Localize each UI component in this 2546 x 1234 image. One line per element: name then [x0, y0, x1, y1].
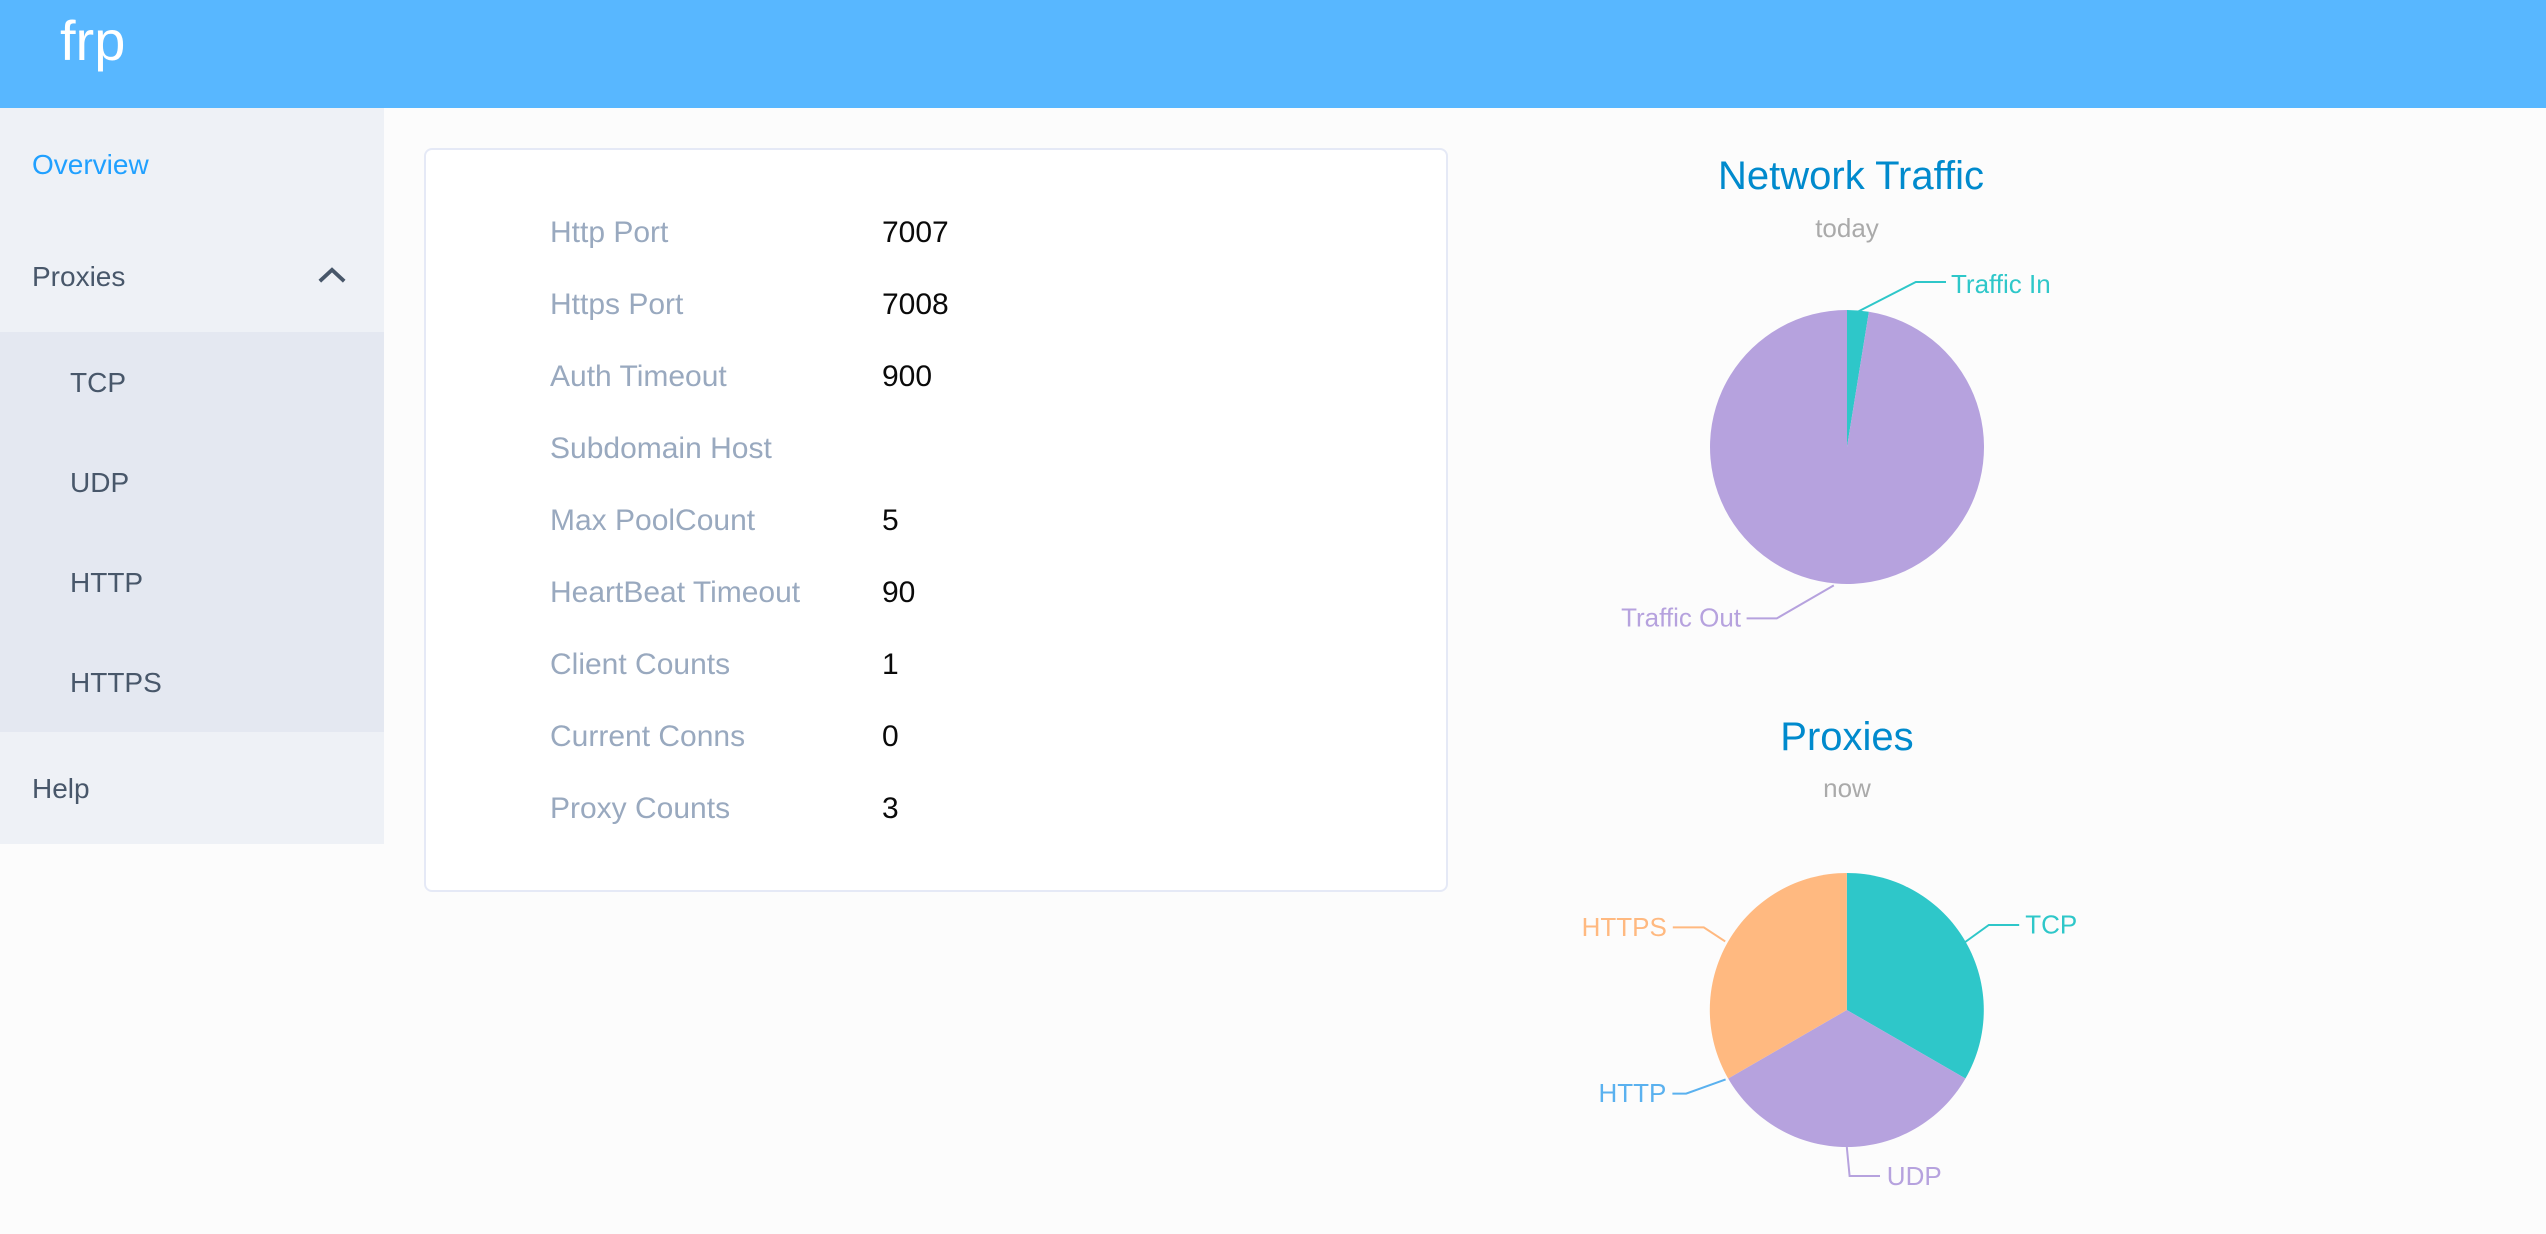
svg-text:Traffic Out: Traffic Out: [1621, 602, 1742, 632]
svg-text:Network Traffic: Network Traffic: [1718, 154, 1984, 198]
svg-text:Traffic In: Traffic In: [1951, 269, 2051, 299]
svg-text:HTTP: HTTP: [1599, 1078, 1667, 1108]
svg-text:today: today: [1815, 213, 1879, 243]
svg-text:UDP: UDP: [1887, 1161, 1942, 1191]
svg-text:HTTPS: HTTPS: [1582, 912, 1667, 942]
svg-text:TCP: TCP: [2025, 909, 2077, 939]
svg-text:now: now: [1823, 773, 1871, 803]
svg-text:Proxies: Proxies: [1780, 715, 1913, 759]
